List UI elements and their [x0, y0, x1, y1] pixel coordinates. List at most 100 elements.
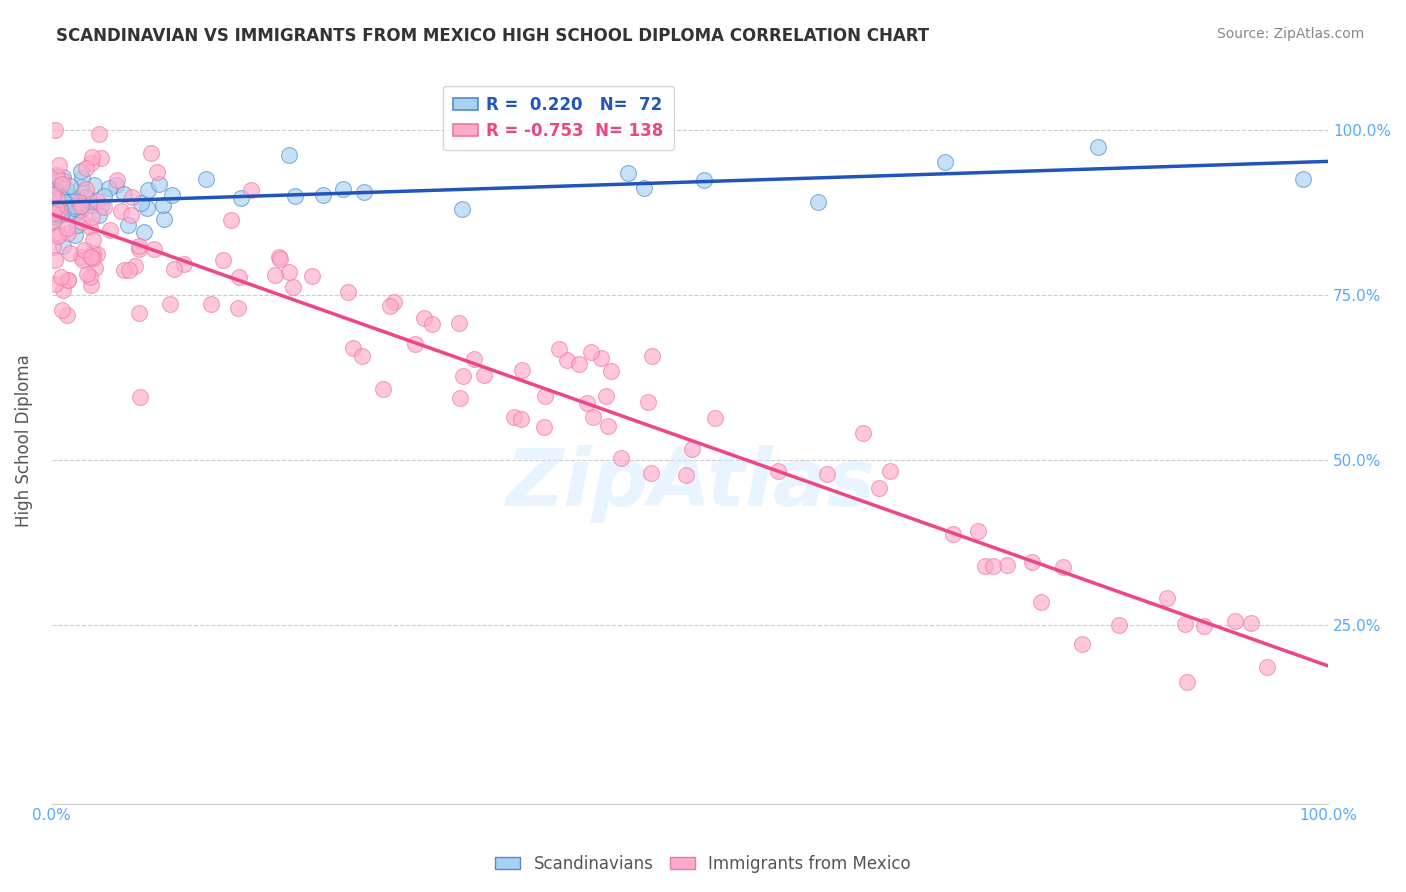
- Point: [681, 442, 703, 456]
- Point: [45, 202, 67, 216]
- Point: [52, 195, 75, 210]
- Point: [412, 310, 434, 325]
- Point: [70, 214, 93, 228]
- Point: [89, 128, 111, 142]
- Point: [67, 195, 90, 210]
- Point: [463, 352, 485, 367]
- Point: [152, 198, 174, 212]
- Point: [51, 172, 73, 186]
- Point: [112, 263, 135, 277]
- Point: [46, 202, 69, 217]
- Point: [616, 165, 638, 179]
- Point: [1021, 555, 1043, 569]
- Point: [1071, 637, 1094, 651]
- Point: [51, 177, 73, 191]
- Point: [350, 350, 373, 364]
- Point: [52, 239, 75, 253]
- Point: [48, 158, 70, 172]
- Point: [82, 246, 104, 260]
- Point: [69, 199, 91, 213]
- Point: [42, 215, 65, 229]
- Point: [1192, 619, 1215, 633]
- Point: [815, 467, 838, 481]
- Point: [58, 272, 80, 286]
- Point: [55, 206, 77, 220]
- Point: [66, 219, 89, 233]
- Point: [63, 227, 86, 242]
- Point: [609, 450, 631, 465]
- Point: [277, 148, 299, 162]
- Point: [75, 161, 97, 175]
- Point: [104, 178, 127, 192]
- Point: [45, 169, 67, 184]
- Point: [942, 527, 965, 541]
- Point: [42, 206, 65, 220]
- Point: [69, 164, 91, 178]
- Point: [301, 269, 323, 284]
- Point: [80, 198, 103, 212]
- Point: [281, 279, 304, 293]
- Point: [135, 201, 157, 215]
- Point: [1175, 675, 1198, 690]
- Point: [229, 191, 252, 205]
- Point: [152, 212, 174, 227]
- Point: [70, 170, 93, 185]
- Point: [579, 345, 602, 359]
- Point: [600, 364, 623, 378]
- Point: [472, 368, 495, 382]
- Point: [967, 524, 990, 538]
- Point: [582, 409, 605, 424]
- Point: [134, 225, 156, 239]
- Point: [547, 343, 569, 357]
- Point: [128, 239, 150, 253]
- Point: [1256, 660, 1278, 674]
- Point: [46, 210, 69, 224]
- Point: [284, 189, 307, 203]
- Point: [675, 467, 697, 482]
- Point: [70, 202, 93, 217]
- Point: [124, 259, 146, 273]
- Point: [65, 206, 87, 220]
- Point: [595, 389, 617, 403]
- Point: [84, 260, 107, 275]
- Point: [52, 283, 75, 297]
- Point: [62, 201, 84, 215]
- Point: [48, 173, 70, 187]
- Legend: Scandinavians, Immigrants from Mexico: Scandinavians, Immigrants from Mexico: [488, 848, 918, 880]
- Point: [136, 183, 159, 197]
- Point: [806, 195, 828, 210]
- Point: [378, 299, 401, 313]
- Point: [129, 390, 152, 404]
- Point: [46, 197, 69, 211]
- Point: [42, 202, 65, 217]
- Point: [98, 223, 121, 237]
- Point: [44, 253, 66, 268]
- Text: SCANDINAVIAN VS IMMIGRANTS FROM MEXICO HIGH SCHOOL DIPLOMA CORRELATION CHART: SCANDINAVIAN VS IMMIGRANTS FROM MEXICO H…: [56, 27, 929, 45]
- Point: [163, 261, 186, 276]
- Point: [852, 426, 875, 441]
- Point: [72, 252, 94, 267]
- Point: [404, 337, 426, 351]
- Point: [86, 247, 108, 261]
- Point: [45, 207, 67, 221]
- Point: [934, 155, 956, 169]
- Point: [336, 285, 359, 299]
- Point: [420, 318, 443, 332]
- Point: [46, 201, 69, 215]
- Point: [42, 209, 65, 223]
- Point: [995, 558, 1018, 573]
- Point: [70, 250, 93, 264]
- Point: [42, 240, 65, 254]
- Point: [60, 194, 83, 208]
- Point: [1029, 595, 1052, 609]
- Point: [80, 278, 103, 293]
- Point: [1087, 140, 1109, 154]
- Point: [221, 213, 243, 227]
- Point: [90, 151, 112, 165]
- Point: [110, 204, 132, 219]
- Point: [1223, 614, 1246, 628]
- Point: [56, 227, 79, 241]
- Point: [79, 250, 101, 264]
- Point: [120, 208, 142, 222]
- Point: [42, 188, 65, 202]
